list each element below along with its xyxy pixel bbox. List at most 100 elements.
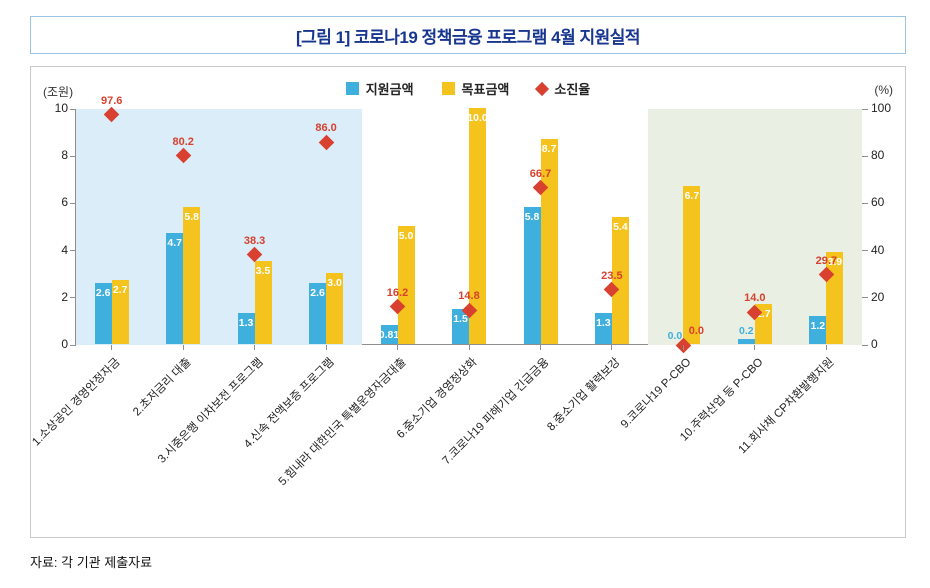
y-axis-right-tick-label: 20 bbox=[871, 289, 885, 304]
bar-target-amount bbox=[326, 273, 344, 344]
y-axis-right-tick-mark bbox=[862, 344, 868, 346]
y-axis-right-tick-mark bbox=[862, 250, 868, 252]
legend-item-exhaustion-rate: 소진율 bbox=[535, 79, 591, 98]
rate-value-label: 86.0 bbox=[315, 122, 337, 134]
right-axis-unit-label: (%) bbox=[874, 83, 893, 97]
chart-title-box: [그림 1] 코로나19 정책금융 프로그램 4월 지원실적 bbox=[30, 16, 906, 54]
support-amount-swatch-icon bbox=[345, 82, 359, 95]
x-axis-tick-mark bbox=[182, 345, 184, 350]
rate-value-label: 14.0 bbox=[744, 292, 766, 304]
bar-value-label: 1.2 bbox=[810, 319, 826, 332]
bar-value-label: 3.0 bbox=[327, 277, 342, 290]
y-axis-right-tick-label: 80 bbox=[871, 148, 885, 163]
legend-label-support-amount: 지원금액 bbox=[365, 82, 414, 97]
x-axis-tick-mark bbox=[254, 345, 256, 350]
legend-label-exhaustion-rate: 소진율 bbox=[554, 82, 591, 97]
bar-value-label: 5.8 bbox=[524, 211, 540, 224]
bar-support-amount bbox=[809, 315, 827, 344]
rate-value-label: 38.3 bbox=[243, 234, 266, 247]
bar-value-label: 8.7 bbox=[541, 142, 557, 155]
source-note: 자료: 각 기관 제출자료 bbox=[30, 555, 153, 570]
bar-support-amount bbox=[452, 308, 469, 344]
x-axis-tick-mark bbox=[754, 345, 756, 350]
y-axis-right-tick-mark bbox=[862, 202, 868, 204]
bar-value-label: 5.8 bbox=[184, 211, 199, 224]
legend-item-target-amount: 목표금액 bbox=[441, 79, 510, 98]
rate-value-label: 0.0 bbox=[688, 325, 705, 337]
bar-value-label: 2.7 bbox=[112, 284, 128, 297]
x-axis-tick-mark bbox=[540, 345, 541, 350]
y-axis-left-tick-label: 0 bbox=[61, 337, 68, 351]
x-axis-tick-mark bbox=[325, 345, 327, 350]
bar-support-amount bbox=[523, 207, 541, 344]
y-axis-left-tick-label: 2 bbox=[61, 289, 68, 304]
x-axis-tick-mark bbox=[611, 345, 613, 350]
exhaustion-rate-diamond-icon bbox=[535, 81, 550, 96]
rate-value-label: 23.5 bbox=[601, 269, 623, 282]
bar-value-label: 3.9 bbox=[827, 256, 843, 268]
bar-value-label: 0.2 bbox=[738, 325, 754, 338]
x-axis-tick-mark bbox=[397, 345, 398, 350]
bar-target-amount bbox=[111, 280, 129, 344]
bar-target-amount bbox=[254, 261, 272, 344]
legend-label-target-amount: 목표금액 bbox=[461, 82, 510, 97]
bar-value-label: 5.0 bbox=[398, 230, 414, 242]
y-axis-left-tick-mark bbox=[70, 109, 76, 110]
y-axis-right-tick-mark bbox=[862, 155, 868, 157]
bar-target-amount bbox=[469, 108, 486, 344]
x-axis-tick-mark bbox=[468, 345, 470, 350]
bar-support-amount bbox=[309, 282, 327, 344]
bar-value-label: 1.5 bbox=[453, 312, 468, 325]
bar-value-label: 0.81 bbox=[378, 328, 400, 341]
y-axis-left-tick-mark bbox=[70, 202, 76, 204]
y-axis-left-tick-mark bbox=[70, 155, 76, 157]
chart-title: [그림 1] 코로나19 정책금융 프로그램 4월 지원실적 bbox=[296, 27, 641, 47]
bar-support-amount bbox=[380, 324, 398, 344]
y-axis-right-tick-label: 100 bbox=[871, 101, 892, 115]
rate-value-label: 16.2 bbox=[386, 286, 409, 299]
y-axis-left-tick-mark bbox=[70, 297, 76, 299]
y-axis-right-tick-label: 60 bbox=[871, 195, 885, 210]
y-axis-right-tick-mark bbox=[862, 297, 868, 299]
bar-target-amount bbox=[683, 185, 701, 344]
legend-item-support-amount: 지원금액 bbox=[345, 79, 414, 98]
y-axis-right-tick-mark bbox=[862, 109, 868, 110]
bar-value-label: 6.7 bbox=[684, 189, 700, 202]
chart-area: (조원) (%) 지원금액 목표금액 소진율 0 2 4 6 8 10 0 20 40 60 80 1… bbox=[30, 66, 906, 538]
bar-support-amount bbox=[166, 233, 184, 344]
x-axis-tick-mark bbox=[825, 345, 827, 350]
rate-value-label: 97.6 bbox=[100, 94, 123, 107]
bar-target-amount bbox=[397, 226, 415, 344]
rate-value-label: 66.7 bbox=[529, 167, 552, 180]
legend: 지원금액 목표금액 소진율 bbox=[31, 79, 905, 98]
bar-value-label: 2.6 bbox=[95, 286, 111, 299]
bar-support-amount bbox=[594, 313, 612, 344]
bar-value-label: 1.3 bbox=[596, 317, 611, 330]
bar-support-amount bbox=[94, 282, 112, 344]
y-axis-left-tick-label: 8 bbox=[61, 148, 68, 163]
x-axis-tick-mark bbox=[111, 345, 113, 350]
bar-target-amount bbox=[183, 207, 201, 344]
bar-target-amount bbox=[611, 216, 629, 344]
y-axis-left-tick-label: 6 bbox=[61, 195, 68, 210]
y-axis-left-tick-label: 10 bbox=[54, 101, 68, 115]
rate-value-label: 29.7 bbox=[815, 254, 837, 267]
bar-value-label: 1.3 bbox=[238, 317, 254, 330]
bar-value-label: 4.7 bbox=[167, 237, 182, 250]
bar-value-label: 5.4 bbox=[613, 220, 628, 233]
bar-value-label: 3.5 bbox=[255, 265, 271, 278]
plot: 0 2 4 6 8 10 0 20 40 60 80 100 2.6 2.7 97.6 1.소상공인 경영안정… bbox=[31, 95, 891, 488]
y-axis-left-tick-mark bbox=[70, 250, 76, 252]
y-axis-right-tick-label: 0 bbox=[871, 337, 878, 351]
bar-value-label: 2.6 bbox=[310, 286, 325, 299]
bar-value-label: 10.0 bbox=[467, 112, 488, 124]
y-axis-left-tick-label: 4 bbox=[61, 242, 68, 257]
left-axis-unit-label: (조원) bbox=[43, 85, 74, 99]
rate-value-label: 80.2 bbox=[172, 135, 194, 148]
target-amount-swatch-icon bbox=[441, 82, 455, 95]
x-axis-tick-mark bbox=[682, 345, 684, 350]
rate-value-label: 14.8 bbox=[458, 290, 480, 303]
y-axis-right-tick-label: 40 bbox=[871, 242, 885, 257]
bar-support-amount bbox=[737, 339, 755, 344]
